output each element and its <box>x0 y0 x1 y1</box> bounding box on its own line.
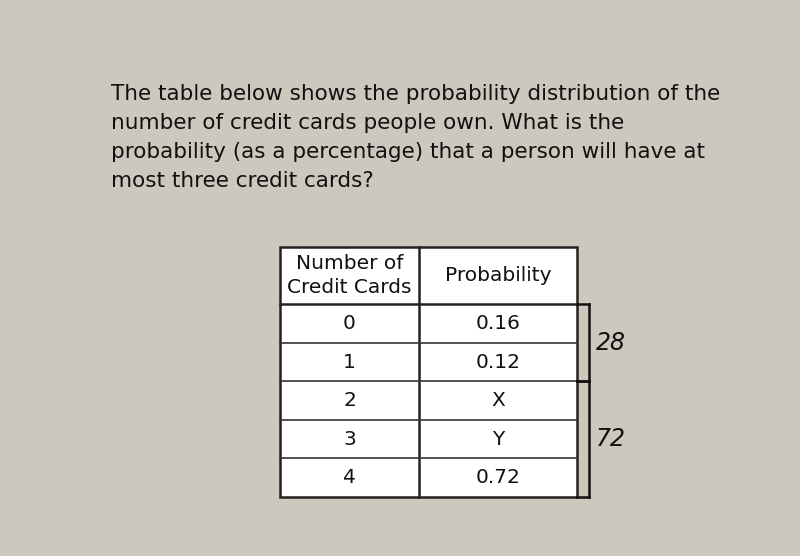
Text: Probability: Probability <box>445 266 552 285</box>
Text: number of credit cards people own. What is the: number of credit cards people own. What … <box>111 113 625 133</box>
Text: 72: 72 <box>596 427 626 451</box>
Text: 4: 4 <box>343 468 356 487</box>
Text: 3: 3 <box>343 430 356 449</box>
Text: 0: 0 <box>343 314 356 333</box>
Text: Y: Y <box>492 430 505 449</box>
Text: X: X <box>491 391 506 410</box>
Text: 28: 28 <box>596 331 626 355</box>
Text: 1: 1 <box>343 353 356 371</box>
Text: most three credit cards?: most three credit cards? <box>111 171 374 191</box>
Text: 0.12: 0.12 <box>476 353 521 371</box>
Text: The table below shows the probability distribution of the: The table below shows the probability di… <box>111 84 721 104</box>
Text: 0.16: 0.16 <box>476 314 521 333</box>
Text: Number of
Credit Cards: Number of Credit Cards <box>287 254 412 297</box>
Text: 0.72: 0.72 <box>476 468 521 487</box>
Text: 2: 2 <box>343 391 356 410</box>
Text: probability (as a percentage) that a person will have at: probability (as a percentage) that a per… <box>111 142 705 162</box>
